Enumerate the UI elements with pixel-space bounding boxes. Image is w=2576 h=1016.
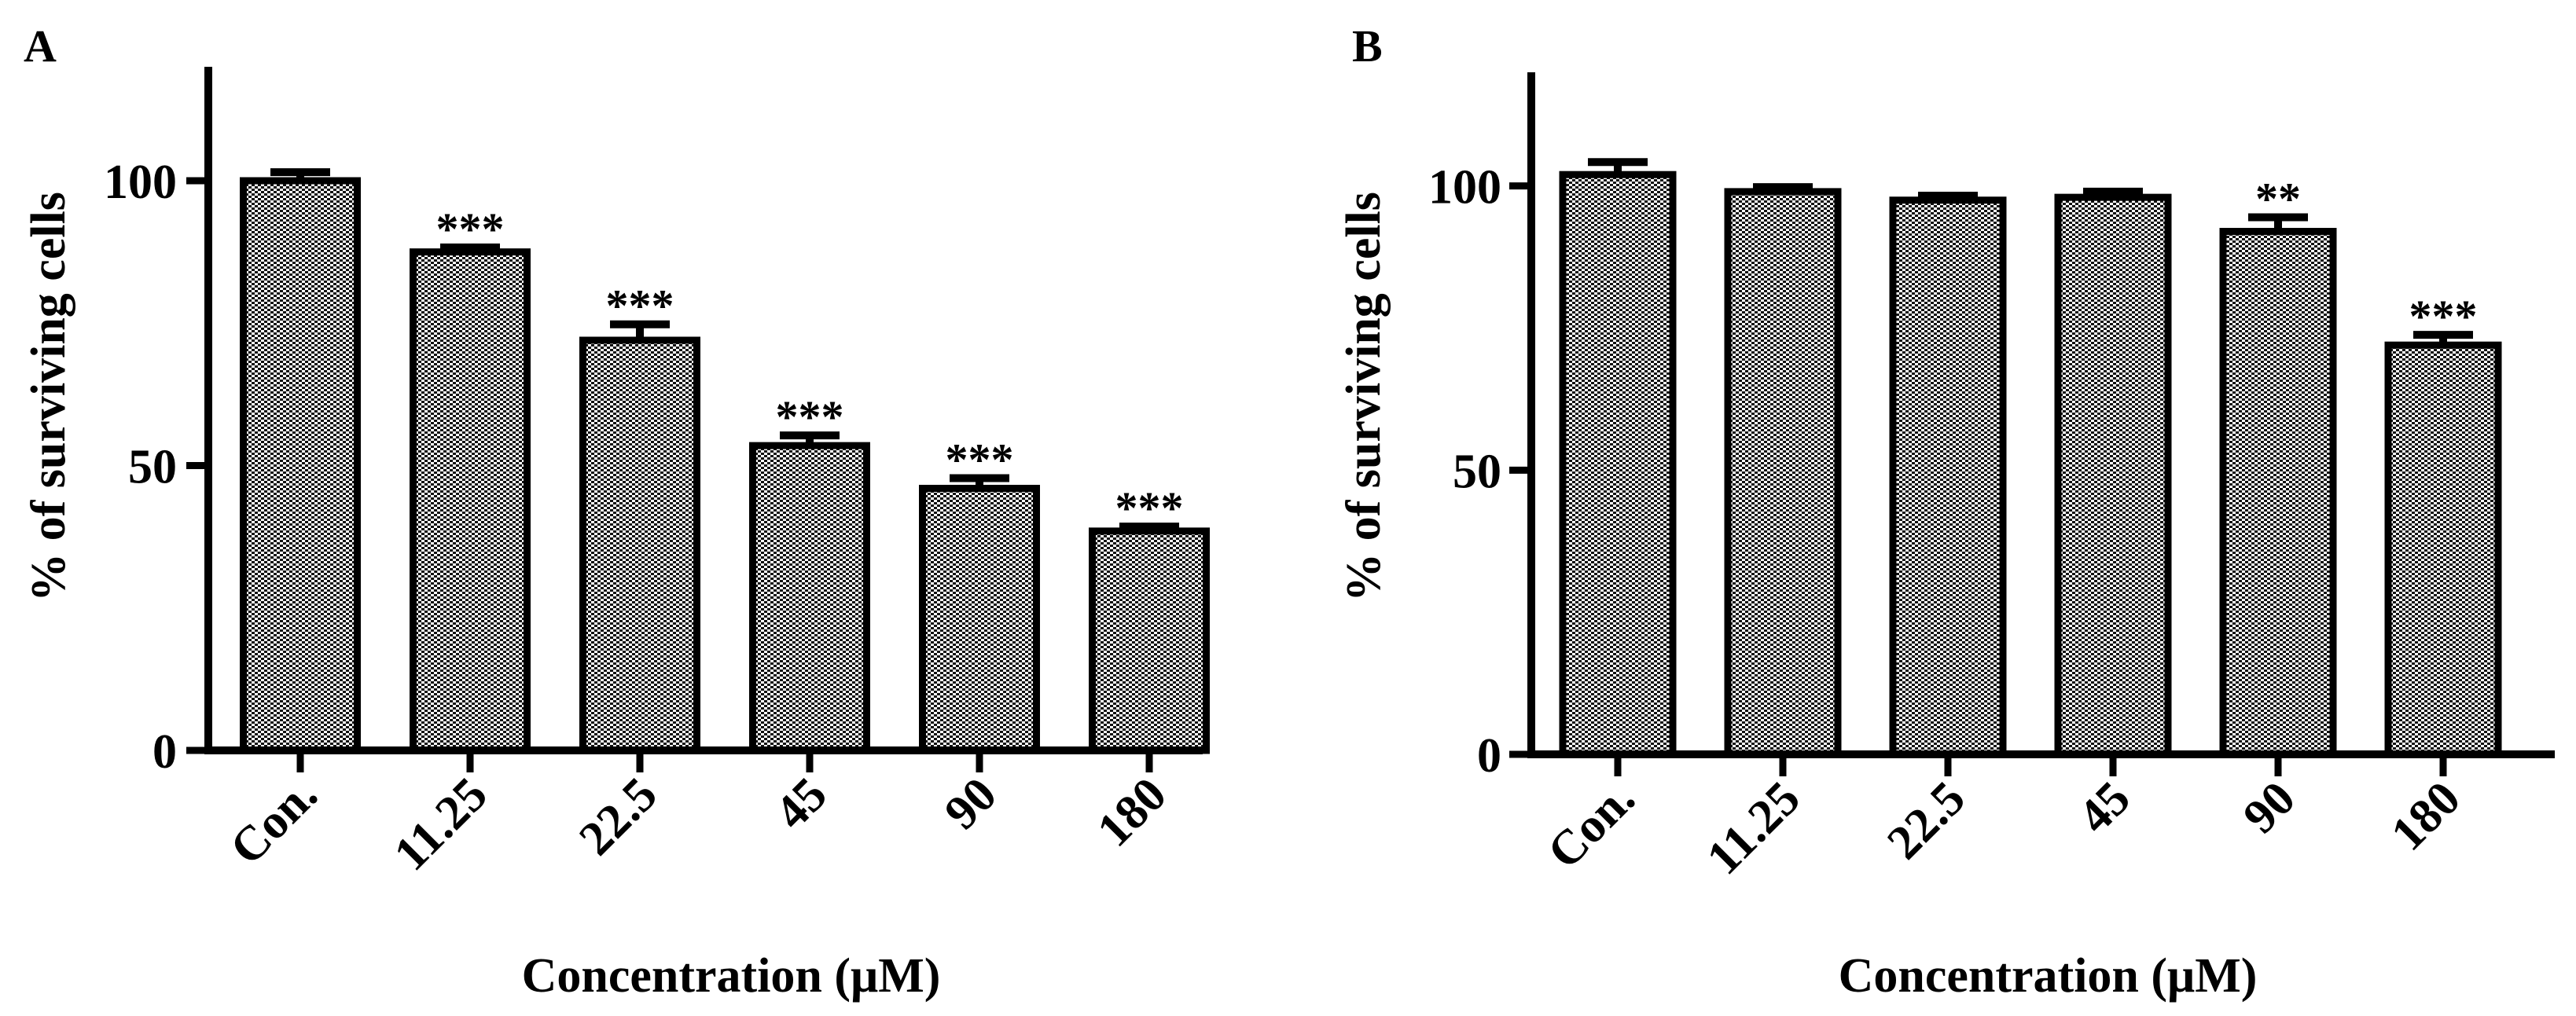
panel-a-bar: [749, 442, 870, 754]
panel-a: A % of surviving cells Concentration (μM…: [22, 20, 1210, 1003]
panel-a-bar: [1089, 527, 1210, 754]
panel-b-bar: [2219, 228, 2337, 758]
panel-b-y-axis-label: % of surviving cells: [1337, 192, 1391, 602]
panel-b-x-tick-label: 90: [2233, 772, 2306, 844]
panel-b: B % of surviving cells Concentration (μM…: [1337, 20, 2555, 1003]
panel-a-y-tick-label: 50: [128, 441, 177, 494]
panel-a-x-tick-label: 180: [1087, 768, 1177, 857]
panel-a-y-tick-labels: 0 50 100: [104, 156, 177, 779]
panel-b-bar: [1724, 188, 1842, 758]
panel-a-significance-mark: ***: [776, 391, 844, 442]
panel-a-label: A: [24, 20, 57, 72]
panel-b-x-tick-label: 45: [2068, 772, 2141, 844]
panel-b-y-tick-label: 100: [1428, 161, 1501, 215]
panel-b-x-tick-label: 11.25: [1697, 772, 1810, 885]
panel-b-significance: *****: [2255, 173, 2478, 342]
panel-b-bar: [2384, 341, 2502, 758]
panel-b-bar: [1559, 171, 1677, 758]
panel-a-error-bars: [270, 168, 1179, 531]
panel-a-bar: [410, 248, 531, 754]
panel-a-y-axis-label: % of surviving cells: [22, 192, 75, 602]
panel-b-y-tick-labels: 0 50 100: [1428, 161, 1501, 783]
panel-a-axes: [186, 67, 1203, 772]
panel-a-y-tick-label: 0: [153, 725, 177, 779]
panel-a-y-tick-label: 100: [104, 156, 177, 209]
panel-a-bar: [240, 177, 361, 754]
panel-a-x-tick-label: 90: [935, 768, 1007, 840]
panel-a-significance-mark: ***: [606, 281, 674, 332]
panel-b-error-bars: [1588, 158, 2473, 346]
panel-b-x-tick-labels: Con. 11.25 22.5 45 90 180: [1538, 772, 2471, 885]
panel-a-significance-mark: ***: [946, 434, 1014, 485]
panel-b-y-tick-label: 50: [1453, 445, 1501, 498]
panel-b-axes: [1509, 72, 2555, 776]
panel-a-x-tick-label: 11.25: [384, 768, 498, 881]
panel-b-bars: [1559, 171, 2502, 758]
panel-a-significance-mark: ***: [1115, 482, 1184, 534]
panel-a-significance: *** *** *** *** ***: [436, 204, 1184, 534]
panel-b-label: B: [1352, 20, 1383, 72]
panel-b-x-tick-label: Con.: [1538, 772, 1645, 879]
panel-b-significance-mark: ***: [2409, 291, 2478, 342]
panel-b-bar: [1889, 196, 2007, 758]
panel-a-bar: [579, 336, 700, 754]
panel-a-x-axis-label: Concentration (μM): [522, 949, 941, 1003]
panel-b-bar: [2054, 193, 2172, 758]
panel-a-x-tick-label: 45: [765, 768, 837, 840]
panel-b-x-tick-label: 22.5: [1877, 772, 1975, 870]
panel-b-x-tick-label: 180: [2381, 772, 2471, 861]
panel-b-x-axis-label: Concentration (μM): [1839, 949, 2258, 1003]
panel-a-x-tick-label: Con.: [220, 768, 328, 875]
panel-a-significance-mark: ***: [436, 204, 505, 255]
panel-a-bar: [919, 485, 1040, 754]
panel-a-x-tick-labels: Con. 11.25 22.5 45 90 180: [220, 768, 1177, 881]
panel-b-significance-mark: **: [2255, 173, 2301, 224]
panel-b-y-tick-label: 0: [1477, 729, 1501, 783]
panel-a-bars: [240, 177, 1210, 754]
panel-a-x-tick-label: 22.5: [569, 768, 667, 866]
